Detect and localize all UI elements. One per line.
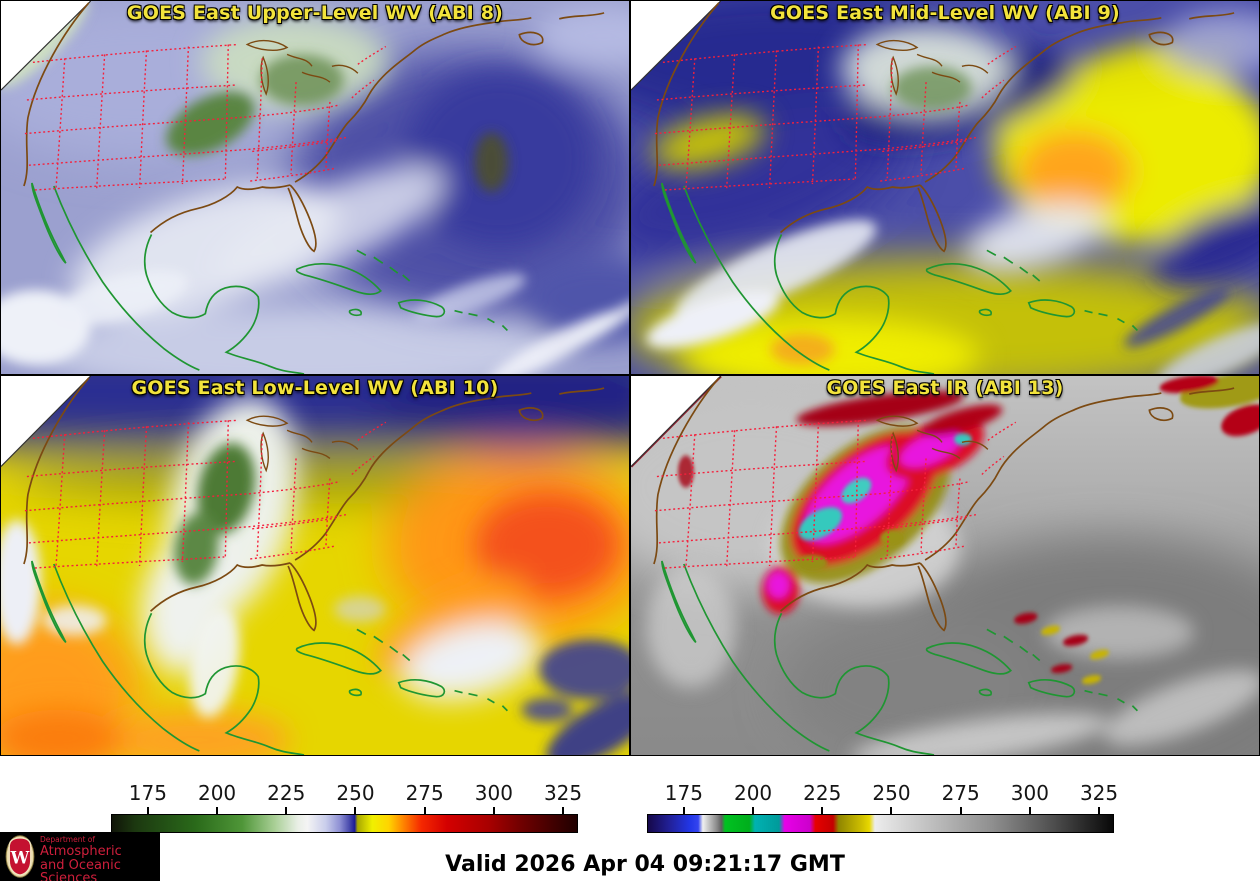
colorbar-tick-mark <box>423 807 426 814</box>
colorbar-tick-mark <box>752 807 755 814</box>
panel-abi8-title: GOES East Upper-Level WV (ABI 8) <box>126 2 504 24</box>
water-vapor-colorbar-ticks: 175 200 225 250 275 300 325 <box>111 781 582 814</box>
colorbar-tick-mark <box>682 807 685 814</box>
water-vapor-colorbar: 175 200 225 250 275 300 325 <box>111 781 582 833</box>
colorbar-tick-label: 225 <box>267 781 306 805</box>
panel-abi9: GOES East Mid-Level WV (ABI 9) <box>630 0 1260 375</box>
colorbar-tick-mark <box>562 807 565 814</box>
abi13-infrared-imagery <box>631 376 1259 755</box>
colorbar-tick-mark <box>216 807 219 814</box>
colorbar-tick-mark <box>959 807 962 814</box>
abi10-water-vapor-imagery <box>1 376 629 755</box>
water-vapor-colorbar-gradient <box>111 814 578 833</box>
valid-time-label: Valid 2026 Apr 04 09:21:17 GMT <box>445 852 845 877</box>
panel-abi10: GOES East Low-Level WV (ABI 10) <box>0 375 630 756</box>
satellite-panels-grid: GOES East Upper-Level WV (ABI 8) <box>0 0 1260 756</box>
panel-abi9-title: GOES East Mid-Level WV (ABI 9) <box>770 2 1120 24</box>
logo-text: Department of Atmospheric and Oceanic Sc… <box>40 836 160 881</box>
colorbar-tick-mark <box>285 807 288 814</box>
colorbar-tick-label: 275 <box>405 781 444 805</box>
colorbar-tick-mark <box>492 807 495 814</box>
colorbar-tick-label: 250 <box>872 781 911 805</box>
panel-abi10-title: GOES East Low-Level WV (ABI 10) <box>131 377 499 399</box>
colorbar-tick-label: 250 <box>336 781 375 805</box>
colorbar-tick-mark <box>146 807 149 814</box>
colorbar-tick-label: 200 <box>197 781 237 805</box>
logo-line-2: and Oceanic Sciences <box>40 857 121 881</box>
colorbar-tick-label: 300 <box>474 781 513 805</box>
logo-dept-line: Department of <box>40 835 95 844</box>
ir-colorbar: 175 200 225 250 275 300 325 <box>647 781 1118 833</box>
colorbar-tick-label: 175 <box>664 781 703 805</box>
colorbar-tick-label: 325 <box>1079 781 1119 805</box>
abi8-water-vapor-imagery <box>1 1 629 374</box>
uw-crest-icon: W <box>5 835 35 878</box>
panel-abi13: GOES East IR (ABI 13) <box>630 375 1260 756</box>
colorbar-tick-mark <box>354 807 357 814</box>
colorbar-tick-label: 175 <box>128 781 167 805</box>
colorbar-tick-label: 200 <box>733 781 773 805</box>
ir-colorbar-gradient <box>647 814 1114 833</box>
colorbar-tick-label: 300 <box>1010 781 1049 805</box>
abi9-water-vapor-imagery <box>631 1 1259 374</box>
panel-abi13-title: GOES East IR (ABI 13) <box>826 377 1064 399</box>
colorbar-tick-label: 225 <box>803 781 842 805</box>
colorbar-tick-mark <box>1098 807 1101 814</box>
colorbar-tick-label: 275 <box>941 781 980 805</box>
colorbar-tick-mark <box>890 807 893 814</box>
colorbar-tick-label: 325 <box>543 781 583 805</box>
logo-line-1: Atmospheric <box>40 843 122 859</box>
crest-letter: W <box>10 847 30 867</box>
colorbar-tick-mark <box>821 807 824 814</box>
uw-aos-logo: W Department of Atmospheric and Oceanic … <box>0 832 160 881</box>
colorbar-tick-mark <box>1028 807 1031 814</box>
panel-abi8: GOES East Upper-Level WV (ABI 8) <box>0 0 630 375</box>
ir-colorbar-ticks: 175 200 225 250 275 300 325 <box>647 781 1118 814</box>
